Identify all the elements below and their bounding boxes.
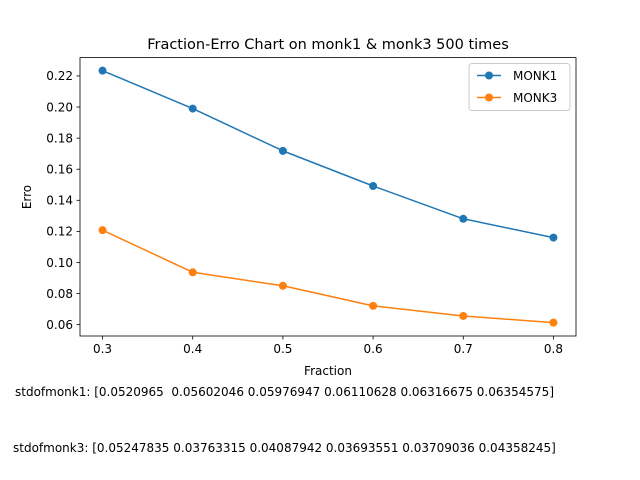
y-tick-label: 0.14 bbox=[46, 194, 73, 208]
series-line-monk1 bbox=[102, 69, 554, 239]
legend-marker-monk3 bbox=[485, 93, 493, 102]
y-tick-label: 0.18 bbox=[46, 131, 73, 145]
legend-label-monk3: MONK3 bbox=[513, 91, 557, 105]
legend: MONK1 MONK3 bbox=[468, 63, 571, 111]
y-axis: 0.06 0.08 0.10 0.12 0.14 0.16 0.18 0.20 0.22 bbox=[46, 69, 80, 332]
plot-frame bbox=[79, 57, 577, 337]
x-tick-label: 0.4 bbox=[183, 342, 202, 356]
y-tick-label: 0.20 bbox=[46, 100, 73, 114]
series-layer bbox=[98, 66, 558, 327]
y-tick-label: 0.06 bbox=[46, 318, 73, 332]
x-tick-label: 0.5 bbox=[273, 342, 292, 356]
y-tick-label: 0.10 bbox=[46, 256, 73, 270]
stdofmonk3-note: stdofmonk3: [0.05247835 0.03763315 0.040… bbox=[13, 441, 556, 455]
series-line-monk3 bbox=[102, 229, 554, 324]
y-axis-label: Erro bbox=[20, 185, 34, 209]
data-point-monk3 bbox=[369, 301, 378, 310]
x-axis-label: Fraction bbox=[304, 364, 352, 378]
x-tick-label: 0.8 bbox=[544, 342, 563, 356]
stdofmonk1-note: stdofmonk1: [0.0520965 0.05602046 0.0597… bbox=[15, 385, 554, 399]
data-point-monk1 bbox=[459, 214, 468, 223]
x-axis: 0.3 0.4 0.5 0.6 0.7 0.8 bbox=[93, 336, 563, 356]
data-point-monk3 bbox=[188, 268, 197, 277]
data-point-monk3 bbox=[549, 318, 558, 327]
data-point-monk1 bbox=[549, 233, 558, 242]
y-tick-label: 0.16 bbox=[46, 163, 73, 177]
legend-label-monk1: MONK1 bbox=[513, 69, 557, 83]
chart-title: Fraction-Erro Chart on monk1 & monk3 500… bbox=[147, 37, 509, 53]
y-tick-label: 0.22 bbox=[46, 69, 73, 83]
legend-marker-monk1 bbox=[485, 71, 493, 80]
data-point-monk1 bbox=[98, 66, 107, 75]
data-point-monk3 bbox=[98, 226, 107, 235]
y-tick-label: 0.08 bbox=[46, 287, 73, 301]
data-point-monk1 bbox=[369, 181, 378, 190]
data-point-monk3 bbox=[278, 281, 287, 290]
x-tick-label: 0.7 bbox=[454, 342, 473, 356]
x-tick-label: 0.6 bbox=[364, 342, 383, 356]
x-tick-label: 0.3 bbox=[93, 342, 112, 356]
data-point-monk3 bbox=[459, 311, 468, 320]
data-point-monk1 bbox=[278, 146, 287, 155]
y-tick-label: 0.12 bbox=[46, 225, 73, 239]
data-point-monk1 bbox=[188, 104, 197, 113]
